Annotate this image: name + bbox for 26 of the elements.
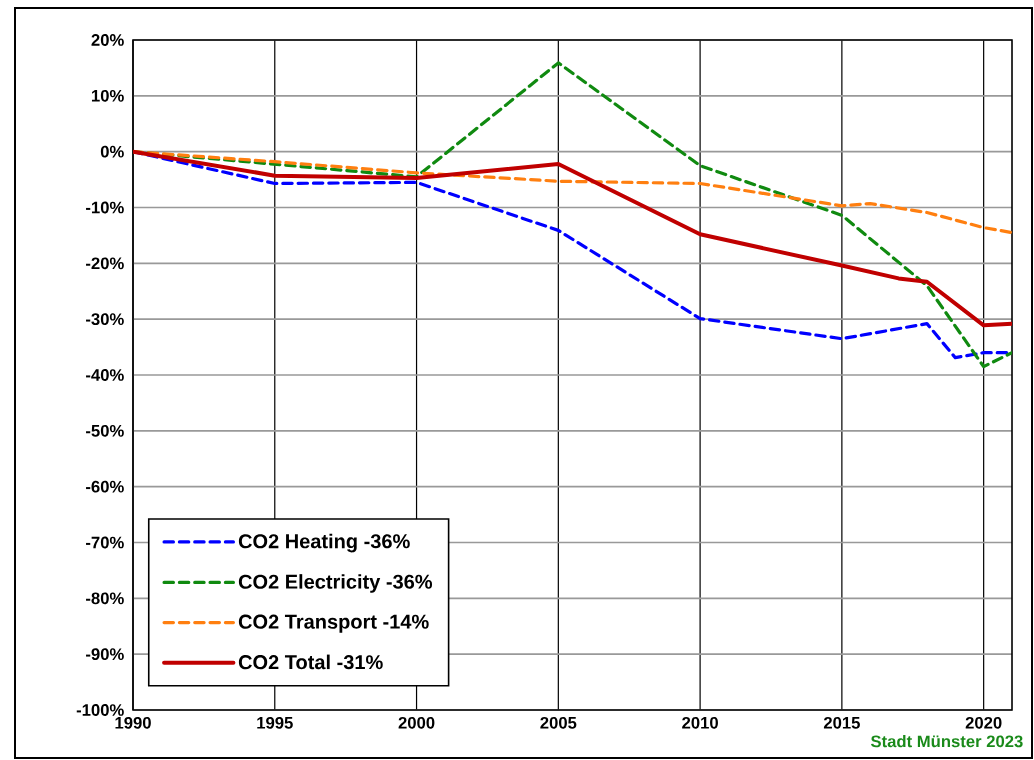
legend-label: CO2 Heating -36% (238, 533, 410, 553)
x-tick-label: 2010 (682, 716, 718, 729)
y-tick-label: 10% (91, 89, 124, 102)
x-tick-label: 2020 (965, 716, 1002, 729)
y-tick-label: -90% (86, 648, 124, 661)
legend-label: CO2 Electricity -36% (238, 574, 433, 593)
y-tick-label: -30% (86, 313, 124, 326)
y-tick-label: -10% (86, 201, 124, 214)
y-tick-label: -100% (76, 704, 124, 716)
y-tick-label: 0% (100, 145, 124, 158)
x-tick-label: 2005 (540, 716, 577, 729)
x-tick-label: 2000 (398, 716, 435, 729)
y-tick-label: -80% (86, 592, 124, 605)
y-tick-label: -40% (86, 369, 124, 381)
x-tick-label: 1990 (115, 716, 151, 729)
y-tick-label: -70% (86, 536, 124, 549)
line-series (133, 149, 1013, 328)
legend-label: CO2 Total -31% (238, 654, 383, 670)
y-tick-label: -50% (86, 424, 124, 437)
y-tick-label: 20% (91, 34, 124, 46)
y-tick-label: -20% (86, 257, 124, 270)
text: Stadt Münster 2023 (870, 735, 1023, 748)
legend-label: CO2 Transport -14% (238, 614, 429, 633)
x-tick-label: 1995 (257, 716, 293, 729)
x-tick-label: 2015 (823, 716, 860, 729)
y-tick-label: -60% (86, 480, 124, 493)
